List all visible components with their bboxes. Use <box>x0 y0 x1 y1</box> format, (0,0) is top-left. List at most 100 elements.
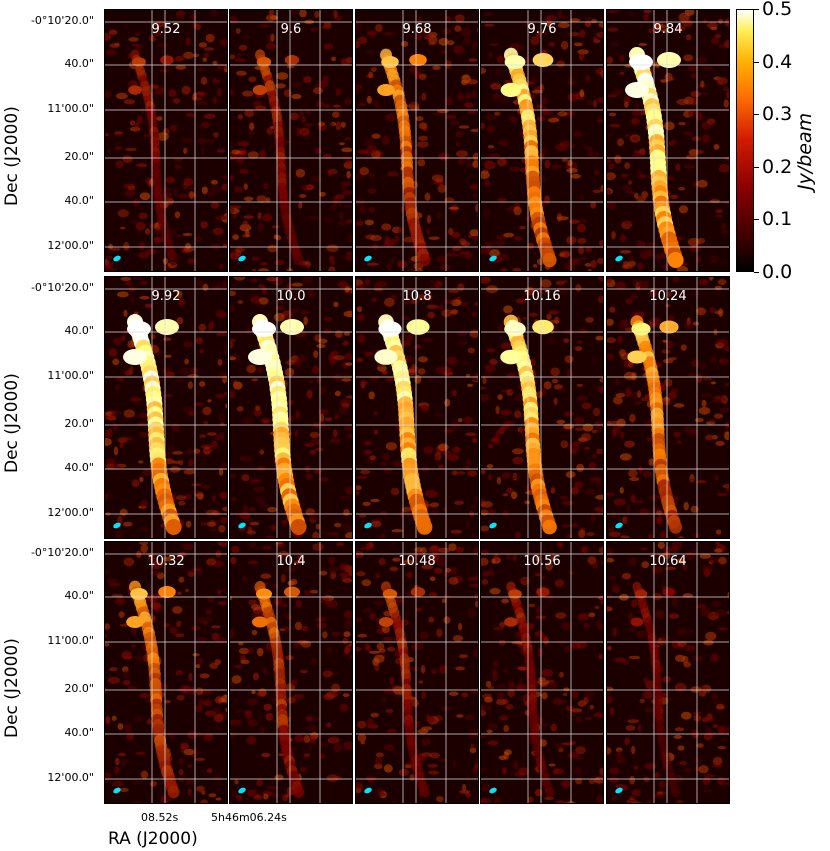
noise-blob <box>484 364 496 373</box>
noise-blob <box>571 691 579 699</box>
noise-blob <box>609 707 615 716</box>
noise-blob <box>230 54 236 60</box>
noise-blob <box>304 260 311 265</box>
noise-blob <box>515 531 522 538</box>
noise-blob <box>306 724 318 732</box>
noise-blob <box>471 311 478 317</box>
noise-blob <box>689 428 698 436</box>
dec-tick-label: 20.0" <box>64 150 94 163</box>
bright-knot <box>123 349 147 365</box>
noise-blob <box>631 599 638 608</box>
noise-blob <box>357 720 367 729</box>
noise-blob <box>607 594 613 599</box>
noise-blob <box>160 523 165 528</box>
noise-blob <box>585 74 591 83</box>
noise-blob <box>291 93 302 100</box>
noise-blob <box>315 523 321 530</box>
noise-blob <box>339 572 351 577</box>
bright-knot <box>659 320 679 334</box>
noise-blob <box>717 77 728 85</box>
noise-blob <box>183 177 194 187</box>
noise-blob <box>699 92 710 96</box>
noise-blob <box>188 459 194 467</box>
noise-blob <box>183 341 193 348</box>
noise-blob <box>181 367 189 376</box>
noise-blob <box>195 687 204 696</box>
noise-blob <box>469 184 478 190</box>
noise-blob <box>698 765 709 774</box>
noise-blob <box>107 577 117 585</box>
noise-blob <box>595 335 603 341</box>
noise-blob <box>691 136 701 142</box>
bright-knot <box>155 319 179 335</box>
noise-blob <box>475 214 478 218</box>
noise-blob <box>303 76 312 84</box>
filament-blob <box>165 519 182 535</box>
noise-blob <box>639 174 647 179</box>
noise-blob <box>263 793 269 800</box>
noise-blob <box>531 89 543 94</box>
noise-blob <box>470 688 478 695</box>
noise-blob <box>205 609 212 615</box>
noise-blob <box>362 501 371 506</box>
noise-blob <box>371 297 377 303</box>
noise-blob <box>665 303 670 308</box>
noise-blob <box>430 502 440 508</box>
noise-blob <box>153 602 162 612</box>
noise-blob <box>438 37 449 46</box>
noise-blob <box>343 741 352 750</box>
noise-blob <box>359 205 367 214</box>
noise-blob <box>127 340 135 349</box>
noise-blob <box>323 317 333 322</box>
noise-blob <box>383 32 395 36</box>
noise-blob <box>208 793 217 798</box>
noise-blob <box>469 329 478 338</box>
noise-blob <box>198 699 205 706</box>
noise-blob <box>375 24 383 32</box>
noise-blob <box>724 431 729 440</box>
noise-blob <box>484 159 491 169</box>
noise-blob <box>105 261 114 269</box>
noise-blob <box>284 626 290 632</box>
noise-blob <box>324 104 330 109</box>
noise-blob <box>191 483 202 487</box>
noise-blob <box>541 290 552 294</box>
noise-blob <box>596 424 602 432</box>
noise-blob <box>459 238 467 245</box>
noise-blob <box>230 205 242 209</box>
noise-blob <box>165 195 169 201</box>
noise-blob <box>484 696 493 703</box>
noise-blob <box>667 314 675 322</box>
noise-blob <box>357 733 367 742</box>
channel-panel: 9.52 <box>104 9 228 272</box>
noise-blob <box>120 758 126 767</box>
noise-blob <box>291 282 303 287</box>
noise-blob <box>322 670 333 678</box>
noise-blob <box>318 409 330 416</box>
noise-blob <box>571 708 583 713</box>
noise-blob <box>131 644 136 648</box>
noise-blob <box>402 316 410 321</box>
noise-blob <box>488 153 500 159</box>
noise-blob <box>643 677 649 684</box>
noise-blob <box>609 306 616 313</box>
noise-blob <box>415 116 424 122</box>
noise-blob <box>156 116 163 121</box>
noise-blob <box>116 92 128 100</box>
noise-blob <box>454 500 464 505</box>
noise-blob <box>271 792 279 798</box>
noise-blob <box>140 281 148 285</box>
noise-blob <box>456 150 468 158</box>
noise-blob <box>569 219 580 224</box>
noise-blob <box>607 557 615 563</box>
noise-blob <box>199 434 207 438</box>
noise-blob <box>658 642 667 648</box>
noise-blob <box>384 297 395 307</box>
noise-blob <box>458 96 467 102</box>
noise-blob <box>711 601 722 608</box>
noise-blob <box>178 193 189 198</box>
noise-blob <box>608 575 616 581</box>
noise-blob <box>579 256 587 261</box>
noise-blob <box>457 418 463 423</box>
noise-blob <box>567 159 573 167</box>
